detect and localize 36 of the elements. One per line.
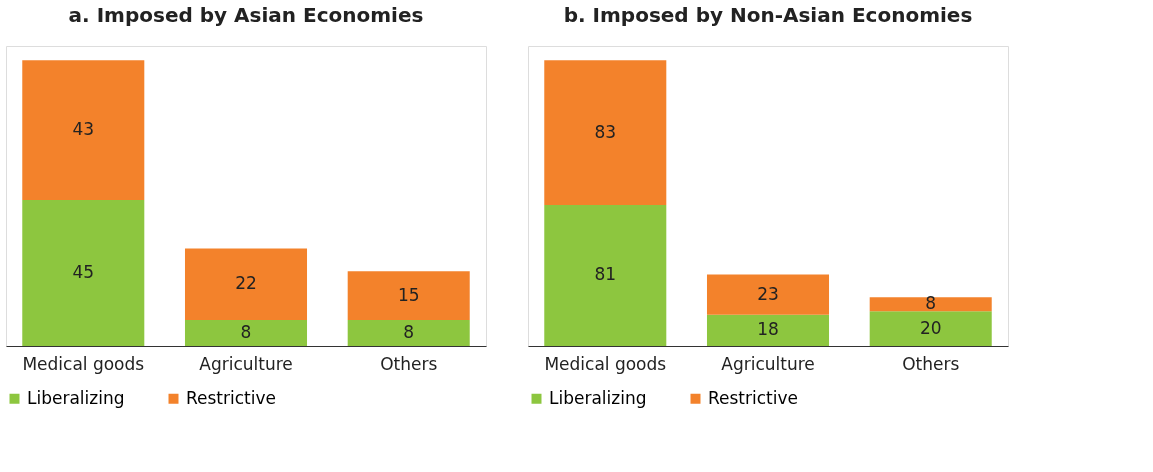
bar xyxy=(347,271,470,321)
chart-title: a. Imposed by Asian Economies xyxy=(68,3,424,27)
data-label: 43 xyxy=(72,119,95,140)
legend-label: Liberalizing xyxy=(27,387,125,408)
x-tick-label: Medical goods xyxy=(544,353,667,374)
bar xyxy=(869,311,992,346)
data-label: 8 xyxy=(240,322,252,343)
data-label: 45 xyxy=(72,261,95,282)
x-tick-label: Others xyxy=(380,353,438,374)
x-tick-label: Others xyxy=(902,353,960,374)
legend-label: Liberalizing xyxy=(549,387,647,408)
bar xyxy=(184,320,308,346)
bar xyxy=(706,314,830,346)
data-label: 18 xyxy=(757,319,779,340)
bar xyxy=(869,297,992,312)
data-label: 8 xyxy=(925,293,937,314)
bar xyxy=(347,320,470,346)
legend-label: Restrictive xyxy=(186,387,276,408)
data-label: 83 xyxy=(594,121,617,142)
x-tick-label: Agriculture xyxy=(721,353,815,374)
chart-title: b. Imposed by Non-Asian Economies xyxy=(563,3,973,27)
bar xyxy=(544,60,667,205)
data-label: 23 xyxy=(757,283,779,304)
bar xyxy=(544,204,667,346)
bar xyxy=(22,60,145,200)
bar xyxy=(706,274,830,315)
data-label: 22 xyxy=(235,273,257,294)
data-label: 15 xyxy=(397,284,420,305)
x-tick-label: Medical goods xyxy=(22,353,145,374)
legend-label: Restrictive xyxy=(708,387,798,408)
data-label: 81 xyxy=(594,264,617,285)
bar xyxy=(22,199,145,346)
data-label: 8 xyxy=(403,322,415,343)
bar xyxy=(184,248,308,321)
data-label: 20 xyxy=(919,317,942,338)
x-tick-label: Agriculture xyxy=(199,353,293,374)
